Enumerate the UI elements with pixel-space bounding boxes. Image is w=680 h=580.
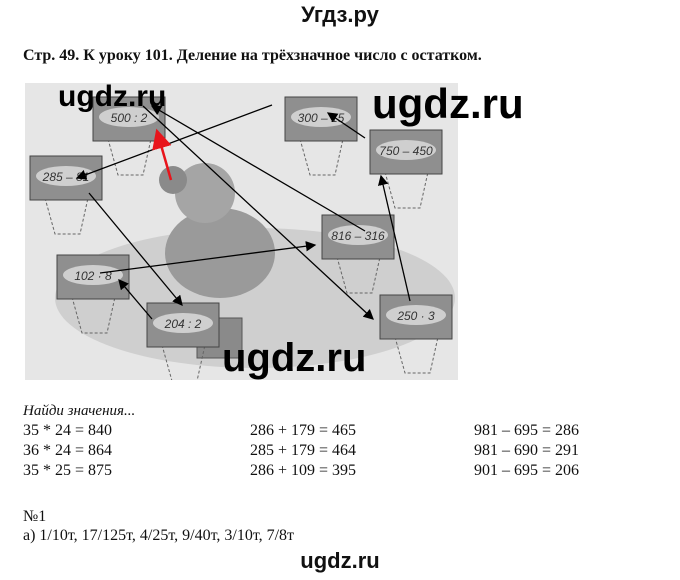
equation: 36 * 24 = 864 (23, 442, 113, 459)
board-expression: 500 : 2 (111, 111, 148, 125)
equation: 285 + 179 = 464 (250, 442, 357, 459)
equation: 286 + 179 = 465 (250, 422, 357, 439)
task-number: №1 (23, 508, 47, 525)
equation: 286 + 109 = 395 (250, 462, 357, 479)
arrow (75, 104, 273, 180)
arrow (326, 112, 366, 139)
basketball-board: 750 – 450 (369, 129, 443, 209)
highlight-arrow (152, 128, 173, 181)
board-expression: 102 · 8 (74, 269, 112, 283)
section-title: Найди значения... (23, 403, 136, 419)
task-answer: а) 1/10т, 17/125т, 4/25т, 9/40т, 3/10т, … (23, 527, 295, 544)
arrow (88, 192, 183, 307)
watermark: ugdz.ru (372, 80, 524, 127)
basketball-board: 816 – 316 (321, 214, 395, 294)
arrow (118, 279, 153, 320)
basketball-board: 300 – 15 (284, 96, 358, 176)
board-expression: 250 · 3 (396, 309, 435, 323)
basketball-board: 250 · 3 (379, 294, 453, 374)
board-expression: 816 – 316 (331, 229, 385, 243)
arrow (150, 105, 366, 232)
footer-watermark: ugdz.ru (300, 548, 380, 573)
watermark: ugdz.ru (58, 80, 167, 113)
page-heading: Стр. 49. К уроку 101. Деление на трёхзна… (23, 47, 482, 64)
board-expression: 750 – 450 (379, 144, 433, 158)
textbook-illustration: 500 : 2 300 – 15 750 – 450 285 – 81 816 … (25, 83, 458, 380)
equation: 901 – 695 = 206 (474, 462, 580, 479)
equation: 35 * 25 = 875 (23, 462, 113, 479)
arrow (99, 241, 317, 274)
watermark: ugdz.ru (222, 336, 367, 380)
board-expression: 300 – 15 (298, 111, 345, 125)
equation: 35 * 24 = 840 (23, 422, 113, 439)
basketball-board: 500 : 2 (92, 96, 166, 176)
equation: 981 – 690 = 291 (474, 442, 580, 459)
board-expression: 204 : 2 (164, 317, 202, 331)
equation: 981 – 695 = 286 (474, 422, 580, 439)
arrows (75, 104, 411, 320)
basketball-board: 285 – 81 (29, 155, 103, 235)
arrow (377, 174, 411, 302)
arrow (142, 105, 374, 320)
site-title: Угдз.ру (301, 2, 379, 27)
board-expression: 285 – 81 (42, 170, 90, 184)
basketball-board: 204 : 2 (146, 302, 220, 380)
